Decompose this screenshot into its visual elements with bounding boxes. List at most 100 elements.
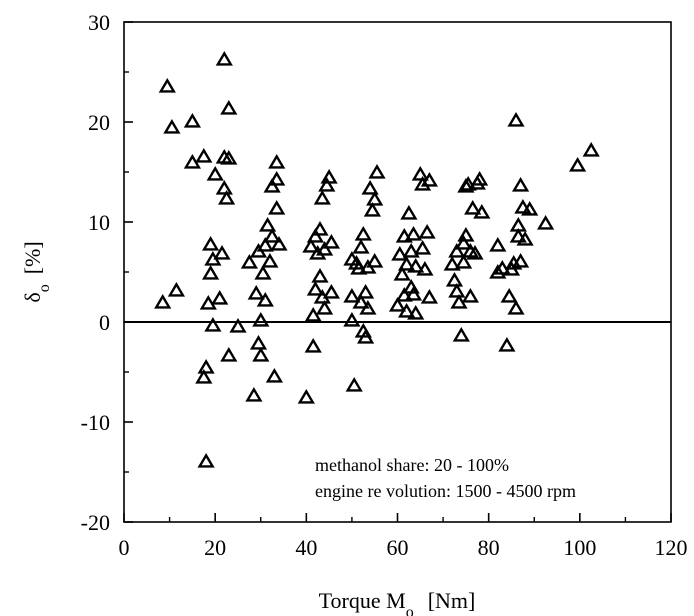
data-point-triangle [220, 347, 238, 362]
data-point-triangle [388, 297, 407, 312]
data-point-triangle [397, 303, 416, 318]
data-point-triangle [204, 317, 222, 332]
data-point-triangle [217, 190, 236, 205]
data-point-triangle [322, 284, 341, 299]
data-point-triangle [163, 119, 181, 134]
data-point-triangle [268, 171, 286, 186]
data-point-triangle [507, 112, 525, 127]
data-point-triangle [359, 300, 377, 315]
data-point-triangle [158, 78, 176, 93]
data-point-triangle [582, 142, 600, 157]
data-point-triangle [500, 288, 518, 303]
data-point-triangle [201, 236, 220, 251]
data-point-triangle [404, 226, 423, 241]
data-point-triangle [568, 157, 587, 172]
data-point-triangle [215, 180, 233, 195]
data-point-triangle [167, 282, 186, 297]
x-axis-title: Torque Mo [Nm] [319, 588, 476, 616]
y-tick-label-30: 30 [88, 10, 110, 35]
data-point-triangle [361, 180, 379, 195]
data-points [154, 51, 600, 468]
data-point-triangle [183, 113, 202, 128]
data-point-triangle [258, 217, 277, 232]
data-point-triangle [393, 266, 411, 281]
data-point-triangle [391, 246, 409, 261]
data-point-triangle [315, 241, 334, 256]
data-point-triangle [452, 327, 470, 342]
data-point-triangle [263, 228, 281, 243]
data-point-triangle [448, 283, 466, 298]
data-point-triangle [197, 453, 215, 468]
data-point-triangle [220, 100, 238, 115]
y-tick-label-10: 10 [88, 210, 110, 235]
data-point-triangle [254, 265, 272, 280]
data-point-triangle [213, 245, 231, 260]
data-point-triangle [220, 150, 238, 165]
data-point-triangle [536, 215, 555, 230]
data-point-triangle [445, 272, 464, 287]
data-point-triangle [420, 172, 439, 187]
data-point-triangle [470, 171, 489, 186]
data-point-triangle [215, 51, 233, 66]
data-point-triangle [247, 285, 265, 300]
data-point-triangle [464, 200, 482, 215]
data-point-triangle [454, 254, 473, 269]
data-point-triangle [411, 166, 429, 181]
data-point-triangle [352, 239, 370, 254]
data-point-triangle [395, 228, 413, 243]
y-tick-label-0: 0 [99, 310, 110, 335]
data-point-triangle [265, 368, 284, 383]
data-point-triangle [252, 312, 270, 327]
data-point-triangle [270, 236, 288, 251]
x-tick-label-80: 80 [478, 535, 500, 560]
data-point-triangle [304, 338, 322, 353]
x-tick-label-120: 120 [655, 535, 688, 560]
data-point-triangle [252, 347, 270, 362]
data-point-triangle [245, 387, 263, 402]
data-point-triangle [249, 335, 268, 350]
data-point-triangle [197, 359, 215, 374]
data-point-triangle [201, 265, 220, 280]
data-point-triangle [395, 287, 413, 302]
data-point-triangle [466, 245, 484, 260]
y-tick-label--20: -20 [81, 510, 110, 535]
data-point-triangle [402, 243, 420, 258]
data-point-triangle [343, 288, 361, 303]
data-point-triangle [309, 245, 327, 260]
data-point-triangle [509, 228, 527, 243]
data-point-triangle [320, 169, 338, 184]
data-point-triangle [352, 294, 370, 309]
data-point-triangle [368, 164, 386, 179]
data-point-triangle [473, 204, 491, 219]
data-point-triangle [448, 243, 466, 258]
data-point-triangle [454, 235, 473, 250]
x-tick-label-0: 0 [119, 535, 130, 560]
data-point-triangle [356, 284, 375, 299]
plot-area-frame [123, 21, 672, 523]
data-point-triangle [356, 329, 375, 344]
data-point-triangle [493, 260, 511, 275]
data-point-triangle [199, 295, 217, 310]
data-point-triangle [407, 305, 425, 320]
y-tick-label-20: 20 [88, 110, 110, 135]
data-point-triangle [507, 300, 525, 315]
data-point-triangle [489, 264, 507, 279]
data-point-triangle [366, 253, 384, 268]
data-point-triangle [489, 237, 507, 252]
annotation-methanol-share: methanol share: 20 - 100% [315, 455, 509, 475]
data-point-triangle [404, 286, 423, 301]
y-axis-title: δo [%] [20, 241, 53, 302]
y-axis-title-unit: [%] [20, 241, 45, 274]
data-point-triangle [268, 200, 286, 215]
x-axis-title-subscript: o [406, 604, 414, 616]
data-point-triangle [413, 240, 432, 255]
data-point-triangle [302, 238, 320, 253]
data-point-triangle [521, 201, 539, 216]
axis-tick-labels: 0 20 40 60 80 100 120 -20 -10 0 10 20 30 [81, 10, 688, 560]
x-tick-label-100: 100 [563, 535, 596, 560]
data-point-triangle [240, 254, 259, 269]
x-tick-label-20: 20 [204, 535, 226, 560]
y-axis-title-main: δ [20, 292, 45, 302]
annotation-engine-revolution: engine re volution: 1500 - 4500 rpm [315, 481, 576, 501]
